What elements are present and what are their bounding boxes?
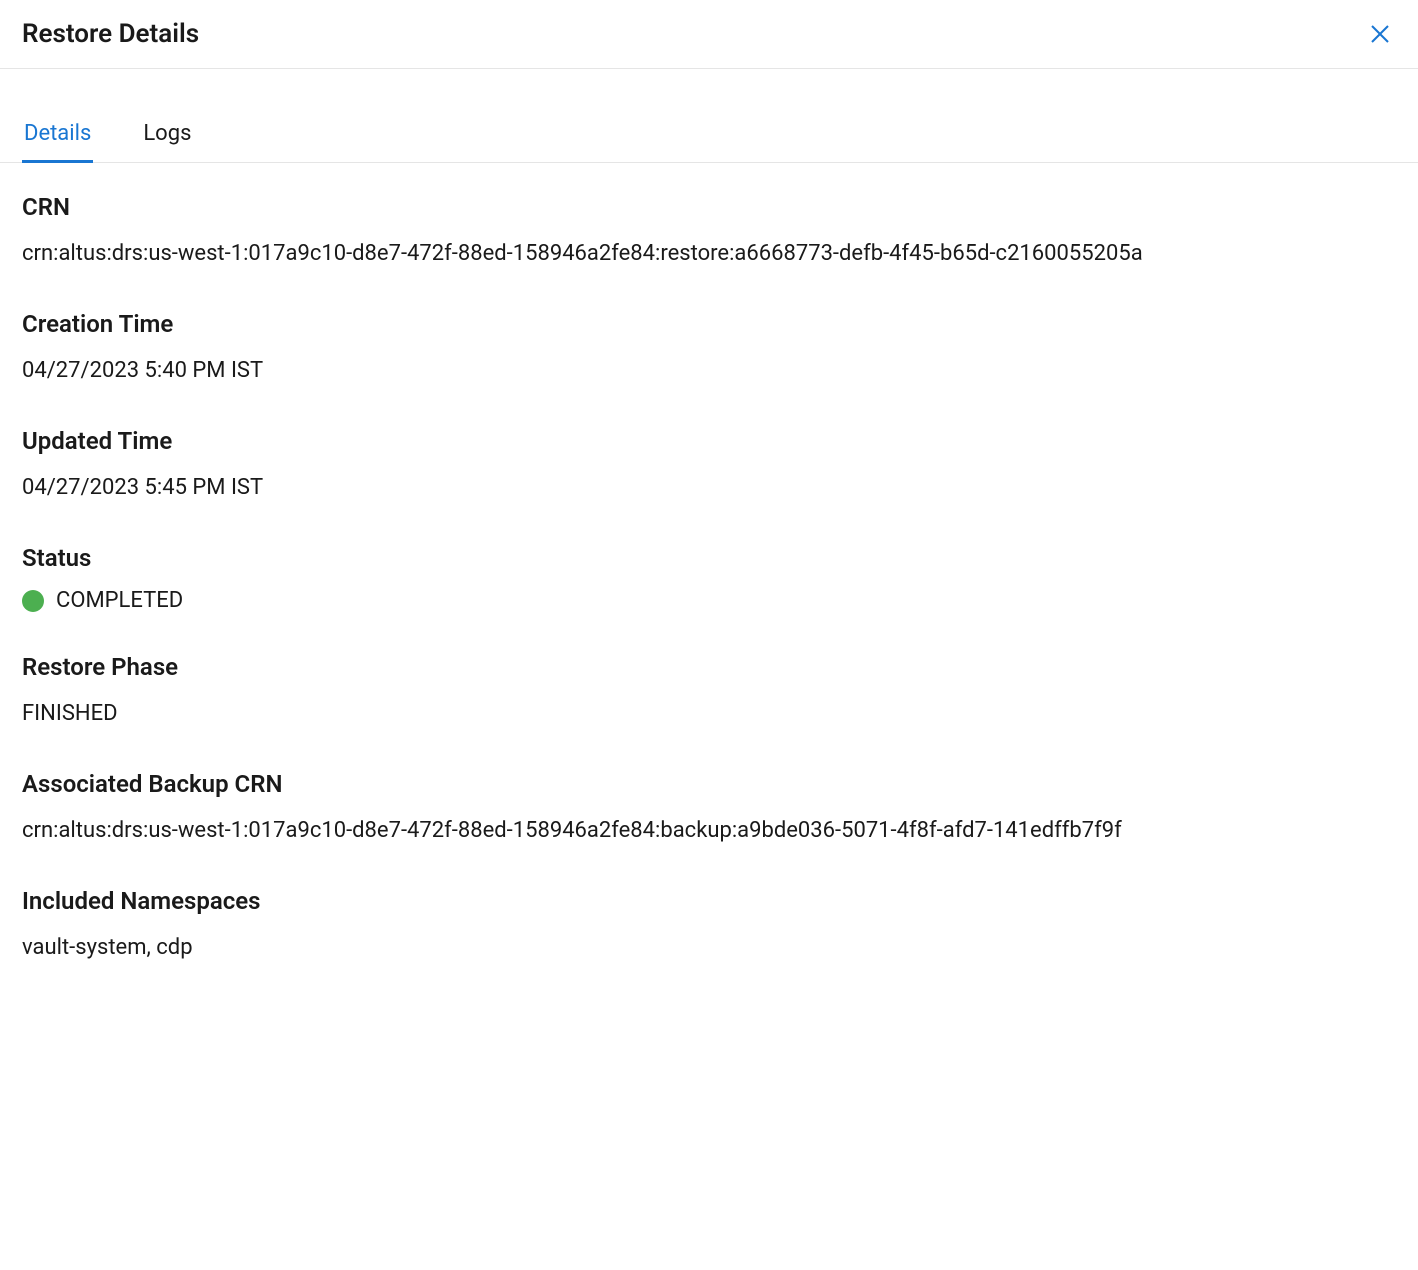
- creation-time-label: Creation Time: [22, 310, 1396, 338]
- crn-value: crn:altus:drs:us-west-1:017a9c10-d8e7-47…: [22, 237, 1396, 270]
- tab-logs[interactable]: Logs: [141, 109, 193, 163]
- field-restore-phase: Restore Phase FINISHED: [22, 653, 1396, 730]
- tabs-container: Details Logs: [0, 109, 1418, 163]
- status-label: Status: [22, 544, 1396, 572]
- status-value: COMPLETED: [56, 588, 183, 613]
- restore-phase-label: Restore Phase: [22, 653, 1396, 681]
- close-icon: [1368, 22, 1392, 46]
- included-namespaces-value: vault-system, cdp: [22, 931, 1396, 964]
- creation-time-value: 04/27/2023 5:40 PM IST: [22, 354, 1396, 387]
- included-namespaces-label: Included Namespaces: [22, 887, 1396, 915]
- close-button[interactable]: [1364, 18, 1396, 50]
- status-row: COMPLETED: [22, 588, 1396, 613]
- status-indicator-icon: [22, 590, 44, 612]
- field-included-namespaces: Included Namespaces vault-system, cdp: [22, 887, 1396, 964]
- updated-time-value: 04/27/2023 5:45 PM IST: [22, 471, 1396, 504]
- field-crn: CRN crn:altus:drs:us-west-1:017a9c10-d8e…: [22, 193, 1396, 270]
- crn-label: CRN: [22, 193, 1396, 221]
- updated-time-label: Updated Time: [22, 427, 1396, 455]
- modal-title: Restore Details: [22, 19, 199, 49]
- field-creation-time: Creation Time 04/27/2023 5:40 PM IST: [22, 310, 1396, 387]
- details-content: CRN crn:altus:drs:us-west-1:017a9c10-d8e…: [0, 163, 1418, 1044]
- field-associated-backup-crn: Associated Backup CRN crn:altus:drs:us-w…: [22, 770, 1396, 847]
- field-status: Status COMPLETED: [22, 544, 1396, 613]
- tab-details[interactable]: Details: [22, 109, 93, 163]
- associated-backup-crn-label: Associated Backup CRN: [22, 770, 1396, 798]
- modal-header: Restore Details: [0, 0, 1418, 69]
- associated-backup-crn-value: crn:altus:drs:us-west-1:017a9c10-d8e7-47…: [22, 814, 1396, 847]
- field-updated-time: Updated Time 04/27/2023 5:45 PM IST: [22, 427, 1396, 504]
- restore-phase-value: FINISHED: [22, 697, 1396, 730]
